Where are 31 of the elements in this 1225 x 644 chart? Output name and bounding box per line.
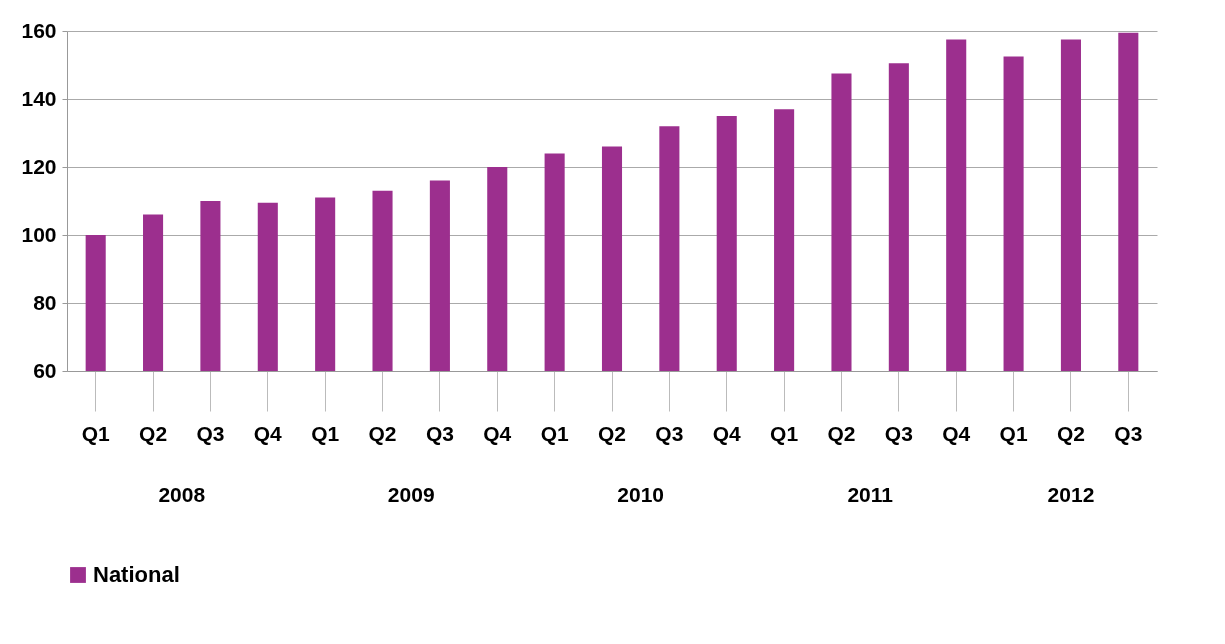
text: 2009: [387, 483, 435, 506]
x-tick-label: Q1: [999, 421, 1028, 445]
x-tick-label: Q4: [483, 421, 512, 445]
x-tick-label: Q1: [770, 421, 799, 445]
x-tick-label: Q4: [253, 421, 283, 445]
y-tick-label: 160: [21, 18, 57, 42]
x-tick-label: Q1: [540, 421, 569, 445]
x-tick-label: Q3: [425, 421, 454, 445]
x-tick-label: Q1: [81, 421, 111, 445]
legend-label: National: [93, 562, 180, 587]
x-tick-label: Q3: [196, 421, 225, 445]
x-tick-label: Q3: [655, 421, 684, 445]
text: 2012: [1047, 483, 1095, 506]
x-tick-label: Q4: [942, 421, 971, 445]
x-tick-label: Q2: [1056, 421, 1085, 445]
y-tick-label: 140: [21, 86, 57, 110]
y-tick-label: 100: [21, 222, 57, 246]
text: 2010: [617, 483, 665, 506]
x-tick-label: Q2: [597, 421, 627, 445]
x-tick-label: Q4: [712, 421, 742, 445]
x-tick-label: Q2: [368, 421, 397, 445]
y-tick-label: 120: [21, 154, 57, 178]
x-tick-label: Q2: [827, 421, 856, 445]
text: 2008: [158, 483, 206, 506]
x-tick-label: Q2: [139, 421, 168, 445]
x-tick-label: Q3: [884, 421, 913, 445]
text: 2011: [847, 483, 894, 506]
x-tick-label: Q3: [1114, 421, 1143, 445]
x-tick-label: Q1: [311, 421, 340, 445]
y-tick-label: 80: [33, 290, 57, 314]
y-tick-label: 60: [33, 358, 57, 382]
